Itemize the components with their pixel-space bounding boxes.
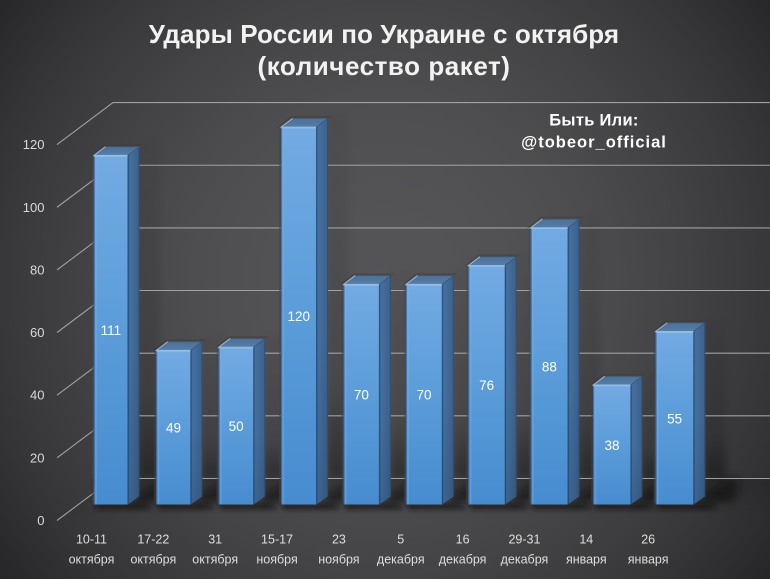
svg-text:октября: октября [130, 553, 176, 567]
svg-text:120: 120 [23, 137, 45, 152]
svg-text:16: 16 [456, 533, 470, 547]
svg-text:88: 88 [542, 359, 557, 374]
svg-text:70: 70 [417, 388, 432, 403]
svg-text:(количество ракет): (количество ракет) [258, 51, 511, 81]
svg-text:января: января [628, 553, 669, 567]
svg-text:70: 70 [354, 388, 369, 403]
svg-text:76: 76 [479, 378, 494, 393]
svg-text:15-17: 15-17 [261, 533, 293, 547]
svg-text:50: 50 [229, 419, 244, 434]
svg-text:20: 20 [30, 450, 44, 465]
svg-text:декабря: декабря [377, 553, 425, 567]
svg-text:ноября: ноября [256, 553, 297, 567]
svg-text:49: 49 [166, 421, 181, 436]
svg-text:100: 100 [23, 200, 45, 215]
svg-text:31: 31 [208, 533, 222, 547]
svg-text:октября: октября [69, 553, 115, 567]
svg-text:17-22: 17-22 [137, 533, 169, 547]
svg-text:Удары России по Украине с октя: Удары России по Украине с октября [149, 19, 619, 49]
svg-text:29-31: 29-31 [508, 533, 540, 547]
svg-text:120: 120 [288, 309, 311, 324]
svg-text:40: 40 [30, 388, 44, 403]
svg-text:декабря: декабря [501, 553, 549, 567]
svg-text:5: 5 [397, 533, 404, 547]
svg-text:декабря: декабря [439, 553, 487, 567]
svg-text:Быть Или:: Быть Или: [549, 112, 638, 130]
svg-text:60: 60 [30, 325, 44, 340]
svg-text:38: 38 [604, 438, 619, 453]
svg-text:10-11: 10-11 [76, 533, 107, 547]
svg-text:октября: октября [192, 553, 238, 567]
svg-text:80: 80 [30, 262, 44, 277]
svg-text:14: 14 [579, 533, 593, 547]
svg-text:января: января [566, 553, 607, 567]
svg-text:0: 0 [37, 513, 44, 528]
svg-text:111: 111 [101, 323, 122, 338]
svg-text:ноября: ноября [318, 553, 359, 567]
svg-text:@tobeor_official: @tobeor_official [521, 134, 667, 152]
svg-text:26: 26 [641, 533, 655, 547]
svg-text:55: 55 [667, 411, 682, 426]
svg-text:23: 23 [332, 533, 346, 547]
